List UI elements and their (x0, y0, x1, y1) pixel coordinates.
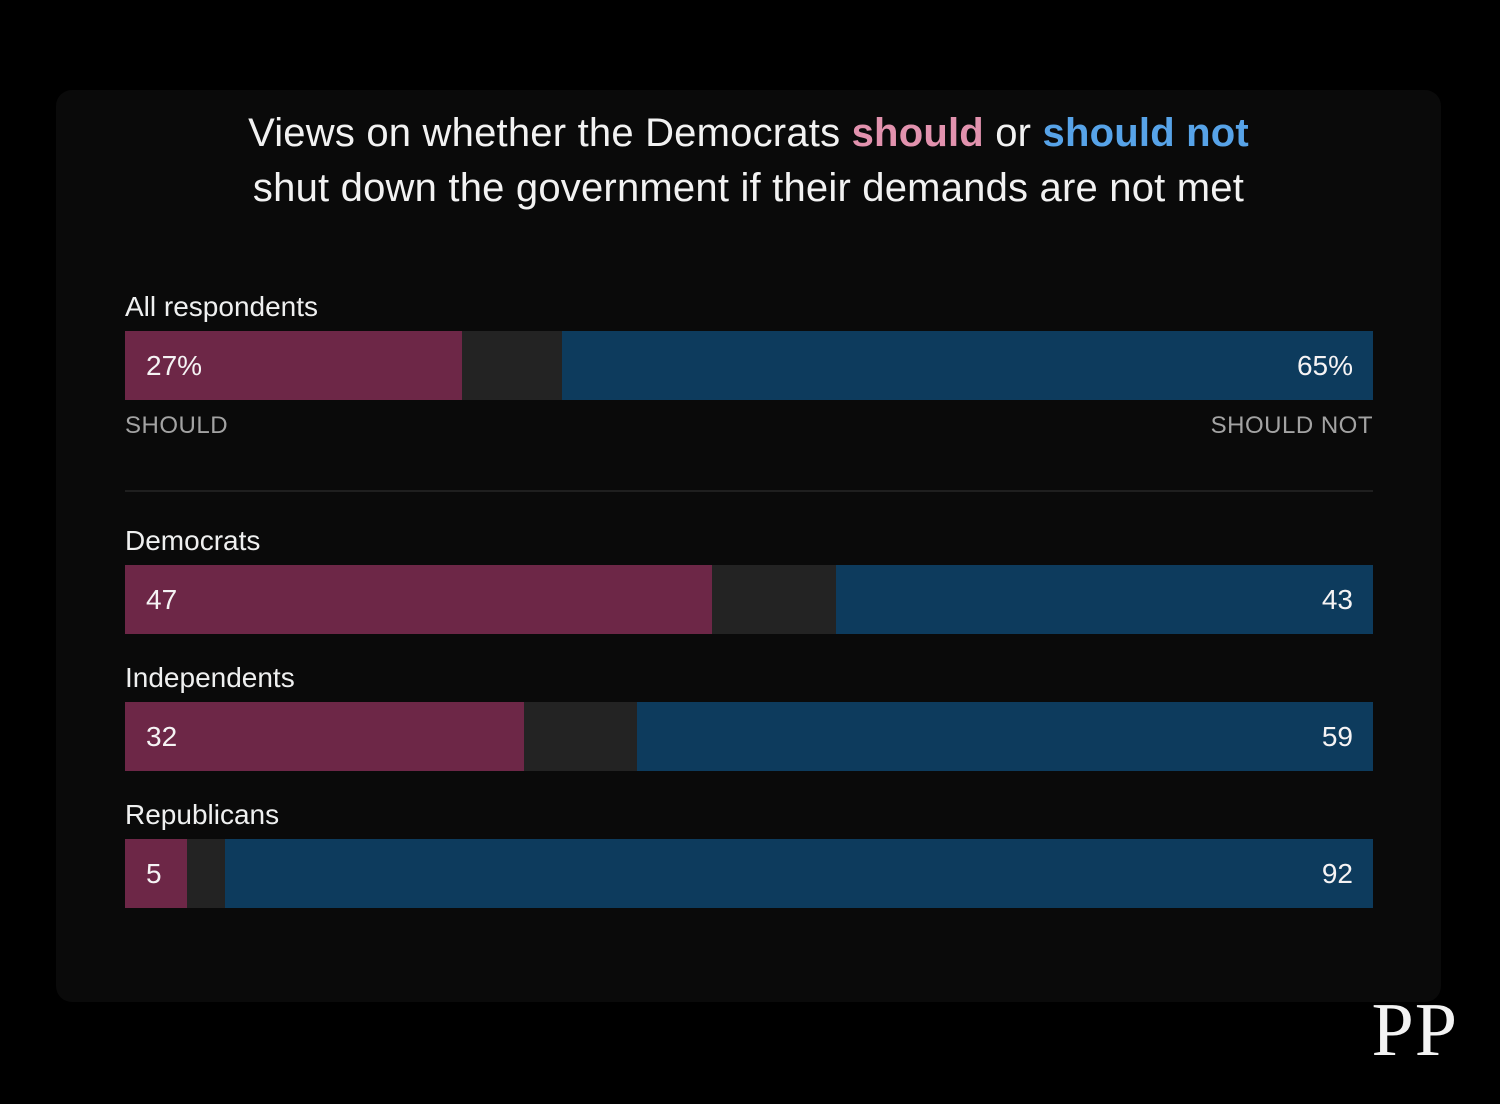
chart-row: Democrats 47 43 (125, 526, 1373, 634)
chart-panel: Views on whether the Democrats should or… (56, 90, 1441, 1002)
should-not-bar: 65% (561, 331, 1373, 400)
should-not-bar: 92 (224, 839, 1373, 908)
bar-track: 5 92 (125, 839, 1373, 908)
axis-label-should-not: SHOULD NOT (1210, 412, 1373, 439)
chart-row: All respondents 27% 65% (125, 292, 1373, 400)
should-value: 5 (146, 857, 162, 889)
rows-party-breakdown: Democrats 47 43 Independents 32 59 Republicans… (125, 526, 1373, 908)
should-bar: 5 (125, 839, 188, 908)
title-conjunction: or (995, 111, 1032, 155)
title-should-word: should (851, 111, 984, 155)
category-label: Independents (125, 662, 295, 693)
bar-track: 27% 65% (125, 331, 1373, 400)
axis-label-should: SHOULD (125, 412, 229, 439)
should-bar: 27% (125, 331, 462, 400)
bar-track: 32 59 (125, 702, 1373, 771)
should-not-value: 92 (1321, 857, 1353, 889)
category-label: Republicans (125, 799, 280, 830)
should-not-bar: 43 (836, 565, 1373, 634)
category-label: Democrats (125, 525, 261, 556)
should-value: 32 (146, 720, 178, 752)
title-line2: shut down the government if their demand… (252, 166, 1245, 210)
publisher-logo: PP (1371, 988, 1458, 1072)
chart-title: Views on whether the Democrats should or… (56, 106, 1441, 216)
should-value: 27% (146, 349, 203, 381)
chart-row: Independents 32 59 (125, 663, 1373, 771)
should-value: 47 (146, 583, 178, 615)
title-should-not-word: should not (1042, 111, 1249, 155)
bar-chart: All respondents 27% 65% SHOULD SHOULD NOT … (125, 292, 1373, 908)
chart-row: Republicans 5 92 (125, 800, 1373, 908)
should-not-value: 65% (1296, 349, 1353, 381)
should-bar: 32 (125, 702, 525, 771)
title-prefix: Views on whether the Democrats (248, 111, 841, 155)
axis-labels: SHOULD SHOULD NOT (125, 413, 1373, 439)
should-not-bar: 59 (636, 702, 1373, 771)
category-label: All respondents (125, 291, 319, 322)
section-divider (125, 490, 1373, 492)
should-bar: 47 (125, 565, 712, 634)
bar-track: 47 43 (125, 565, 1373, 634)
should-not-value: 59 (1321, 720, 1353, 752)
row-all-respondents: All respondents 27% 65% (125, 292, 1373, 400)
should-not-value: 43 (1321, 583, 1353, 615)
